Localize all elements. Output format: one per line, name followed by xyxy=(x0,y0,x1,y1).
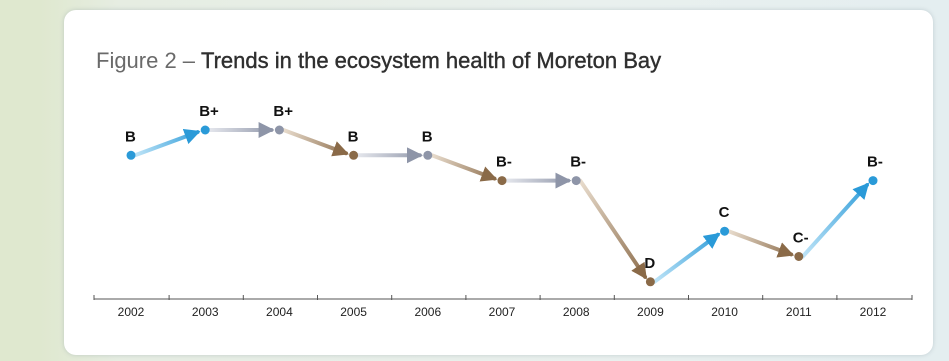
trend-arrow-2010-2011 xyxy=(726,229,795,258)
figure-card: Figure 2– Trends in the ecosystem health … xyxy=(64,10,933,355)
grade-label-2012: B- xyxy=(867,154,883,171)
grade-label-2009: D xyxy=(644,255,655,272)
x-axis: 2002 2003 2004 2005 2006 2007 2008 2009 2010 2011… xyxy=(93,295,913,319)
data-point-2007 xyxy=(497,176,507,186)
trend-arrow-2011-2012 xyxy=(800,182,870,259)
data-point-2008 xyxy=(571,176,581,186)
trend-arrow-2009-2010 xyxy=(652,232,721,284)
grade-label-2002: B xyxy=(125,128,136,145)
figure-title: Figure 2– Trends in the ecosystem health … xyxy=(96,48,661,74)
title-separator: – xyxy=(182,48,195,73)
data-point-2004 xyxy=(274,125,284,135)
x-tick-label-2007: 2007 xyxy=(489,305,516,319)
grade-label-2010: C xyxy=(719,204,730,221)
trend-arrow-2008-2009 xyxy=(578,178,648,280)
x-tick-label-2011: 2011 xyxy=(786,305,812,319)
data-point-2002 xyxy=(126,150,136,160)
grade-label-2003: B+ xyxy=(199,103,219,120)
data-point-2006 xyxy=(423,150,433,160)
data-point-2005 xyxy=(349,150,359,160)
x-tick-label-2008: 2008 xyxy=(563,305,590,319)
x-tick-label-2006: 2006 xyxy=(414,305,441,319)
data-point-2003 xyxy=(200,125,210,135)
grade-label-2005: B xyxy=(348,128,359,145)
x-tick-label-2003: 2003 xyxy=(192,305,219,319)
x-tick-label-2002: 2002 xyxy=(118,305,145,319)
grade-label-2007: B- xyxy=(496,154,512,171)
trend-arrow-2002-2003 xyxy=(133,129,201,158)
x-tick-label-2005: 2005 xyxy=(340,305,367,319)
x-tick-label-2009: 2009 xyxy=(637,305,664,319)
figure-title-main: Trends in the ecosystem health of Moreto… xyxy=(200,48,662,73)
trend-points xyxy=(126,125,878,287)
x-tick-label-2012: 2012 xyxy=(860,305,887,319)
grade-labels: B B+ B+ B B B- B- D C C- B- xyxy=(125,103,883,272)
x-tick-label-2004: 2004 xyxy=(266,305,293,319)
grade-label-2004: B+ xyxy=(273,103,293,120)
data-point-2010 xyxy=(720,226,730,236)
data-point-2009 xyxy=(645,277,655,287)
grade-label-2011: C- xyxy=(793,230,809,247)
trend-segments xyxy=(133,122,870,284)
data-point-2011 xyxy=(794,252,804,261)
x-tick-label-2010: 2010 xyxy=(711,305,738,319)
grade-label-2008: B- xyxy=(570,154,586,171)
trend-arrow-2006-2007 xyxy=(429,153,498,182)
data-point-2012 xyxy=(868,176,878,186)
grade-label-2006: B xyxy=(422,128,433,145)
figure-number: Figure 2 xyxy=(96,48,177,73)
trend-arrow-2004-2005 xyxy=(281,128,349,157)
